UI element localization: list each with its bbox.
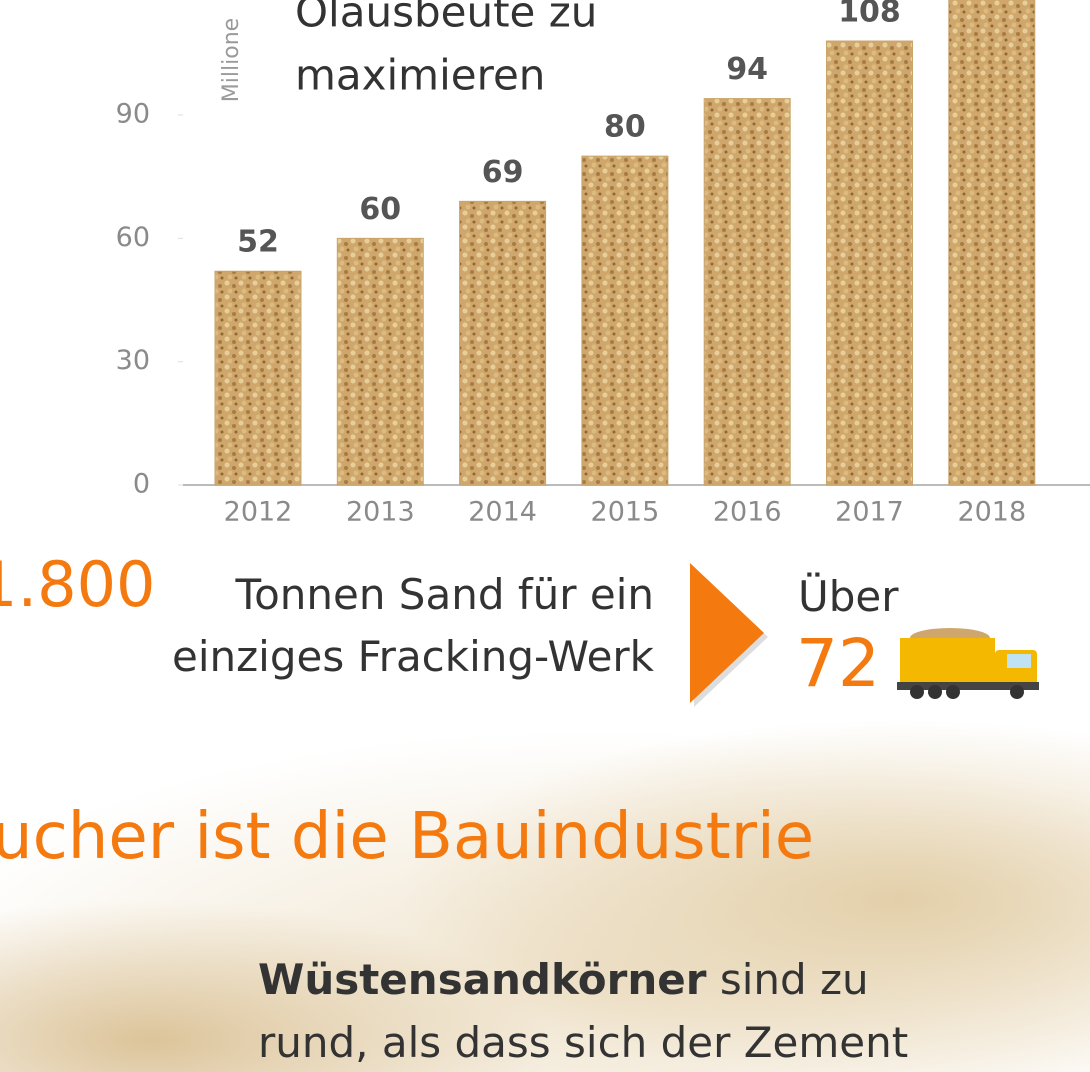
body-bold: Wüstensandkörner [258, 955, 706, 1004]
annotation: maximieren [295, 51, 545, 100]
x-tick-label: 2012 [224, 497, 293, 528]
callout-prefix: Über [798, 572, 899, 621]
value-label: 80 [604, 110, 646, 145]
y-tick-label: 0 [133, 469, 150, 500]
callout-trucks: 72 [796, 625, 880, 702]
x-tick-label: 2013 [346, 497, 415, 528]
bar [949, 0, 1035, 485]
section-body: rund, als dass sich der Zement [258, 1018, 908, 1067]
x-tick-label: 2014 [468, 497, 537, 528]
y-tick-label: 120 [98, 0, 150, 6]
bar [215, 271, 301, 485]
value-label: 69 [482, 155, 524, 190]
value-label: 94 [726, 52, 768, 87]
y-tick-label: 30 [116, 345, 150, 376]
bar [704, 99, 790, 485]
bar [827, 41, 913, 485]
callout-text: Tonnen Sand für ein [236, 570, 654, 619]
truck-icon [895, 620, 1045, 705]
y-tick-label: 60 [116, 222, 150, 253]
x-tick-label: 2017 [835, 497, 904, 528]
section-heading: ucher ist die Bauindustrie [0, 800, 814, 874]
y-tick-label: 90 [116, 99, 150, 130]
x-tick-label: 2016 [713, 497, 782, 528]
x-tick-label: 2015 [591, 497, 660, 528]
callout-amount: 1.800 [0, 548, 156, 621]
bar [337, 238, 423, 485]
chart: Millione Ölausbeute zu maximieren 0 30 60 9… [0, 0, 1090, 530]
value-label: 108 [838, 0, 901, 30]
callout-text: einziges Fracking-Werk [172, 632, 654, 681]
annotation: Ölausbeute zu [295, 0, 597, 37]
x-tick-label: 2018 [957, 497, 1026, 528]
body-text: sind zu [706, 955, 868, 1004]
y-axis-label: Millione [219, 18, 244, 102]
page: Millione Ölausbeute zu maximieren 0 30 60 9… [0, 0, 1090, 1072]
section-body: Wüstensandkörner sind zu [258, 955, 869, 1004]
bar [582, 156, 668, 485]
value-label: 52 [237, 225, 279, 260]
value-label: 60 [359, 192, 401, 227]
bar [460, 201, 546, 485]
arrow [680, 555, 780, 715]
